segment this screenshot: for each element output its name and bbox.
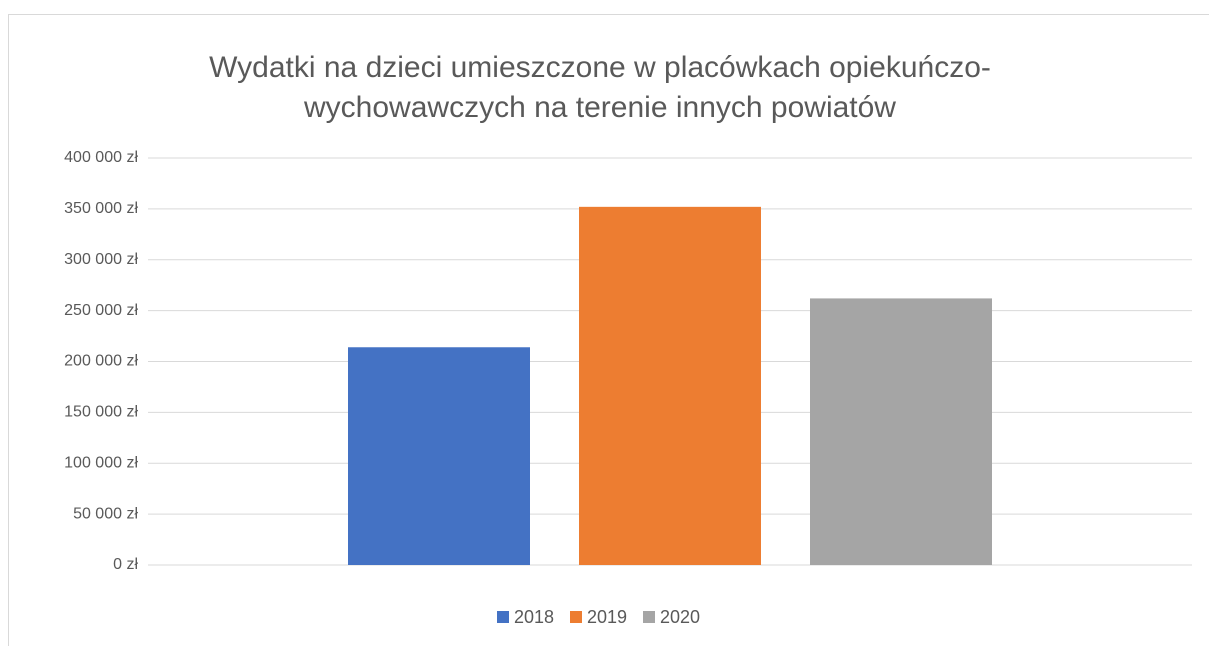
legend-label: 2018 [514,607,554,627]
legend-swatch [570,611,582,623]
y-tick-label: 300 000 zł [64,251,138,268]
y-tick-label: 200 000 zł [64,353,138,370]
bar [348,347,530,565]
y-tick-label: 400 000 zł [64,149,138,166]
legend-label: 2020 [660,607,700,627]
y-tick-label: 100 000 zł [64,454,138,471]
y-tick-label: 150 000 zł [64,404,138,421]
y-tick-label: 0 zł [113,556,138,573]
bar [579,206,761,565]
chart-border [8,14,1209,646]
y-tick-label: 350 000 zł [64,200,138,217]
y-tick-label: 250 000 zł [64,302,138,319]
chart-title: Wydatki na dzieci umieszczone w placówka… [209,51,991,124]
legend-swatch [497,611,509,623]
legend-label: 2019 [587,607,627,627]
bar [810,298,992,565]
legend-swatch [643,611,655,623]
y-tick-label: 50 000 zł [73,505,138,522]
